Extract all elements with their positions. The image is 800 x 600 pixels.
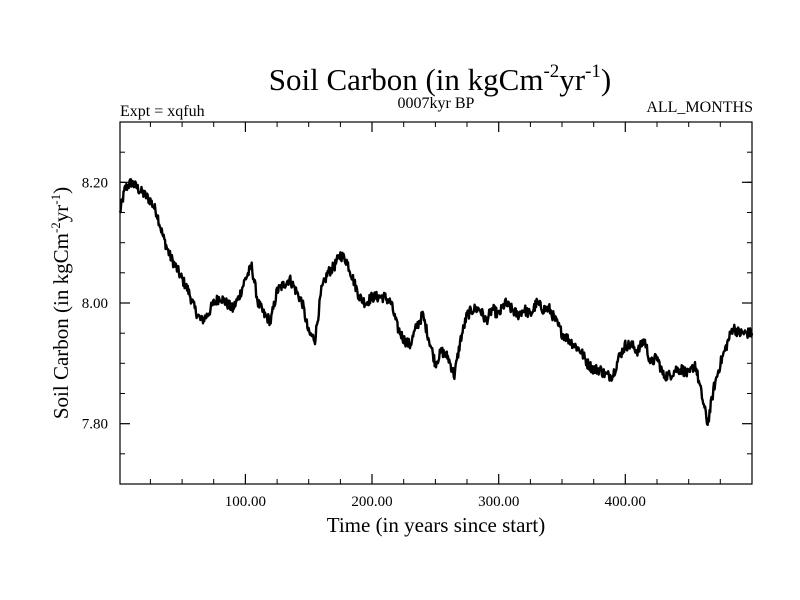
x-tick-label: 100.00 (225, 494, 266, 510)
y-tick-labels: 7.80 8.00 8.20 (82, 175, 108, 432)
experiment-label: Expt = xqfuh (120, 103, 205, 120)
y-axis-label: Soil Carbon (in kgCm-2yr-1) (48, 187, 73, 419)
x-tick-label: 200.00 (351, 494, 392, 510)
chart-title: Soil Carbon (in kgCm-2yr-1) (269, 61, 612, 97)
x-tick-label: 400.00 (605, 494, 646, 510)
y-tick-label: 8.20 (82, 175, 108, 191)
major-ticks (120, 122, 752, 484)
y-tick-label: 7.80 (82, 417, 108, 433)
x-axis-label: Time (in years since start) (327, 513, 546, 537)
period-label: 0007kyr BP (398, 95, 475, 112)
months-label: ALL_MONTHS (646, 99, 753, 116)
x-tick-label: 300.00 (478, 494, 519, 510)
y-tick-label: 8.00 (82, 296, 108, 312)
x-tick-labels: 100.00 200.00 300.00 400.00 (225, 494, 646, 510)
series-line-soil-carbon (118, 178, 754, 426)
